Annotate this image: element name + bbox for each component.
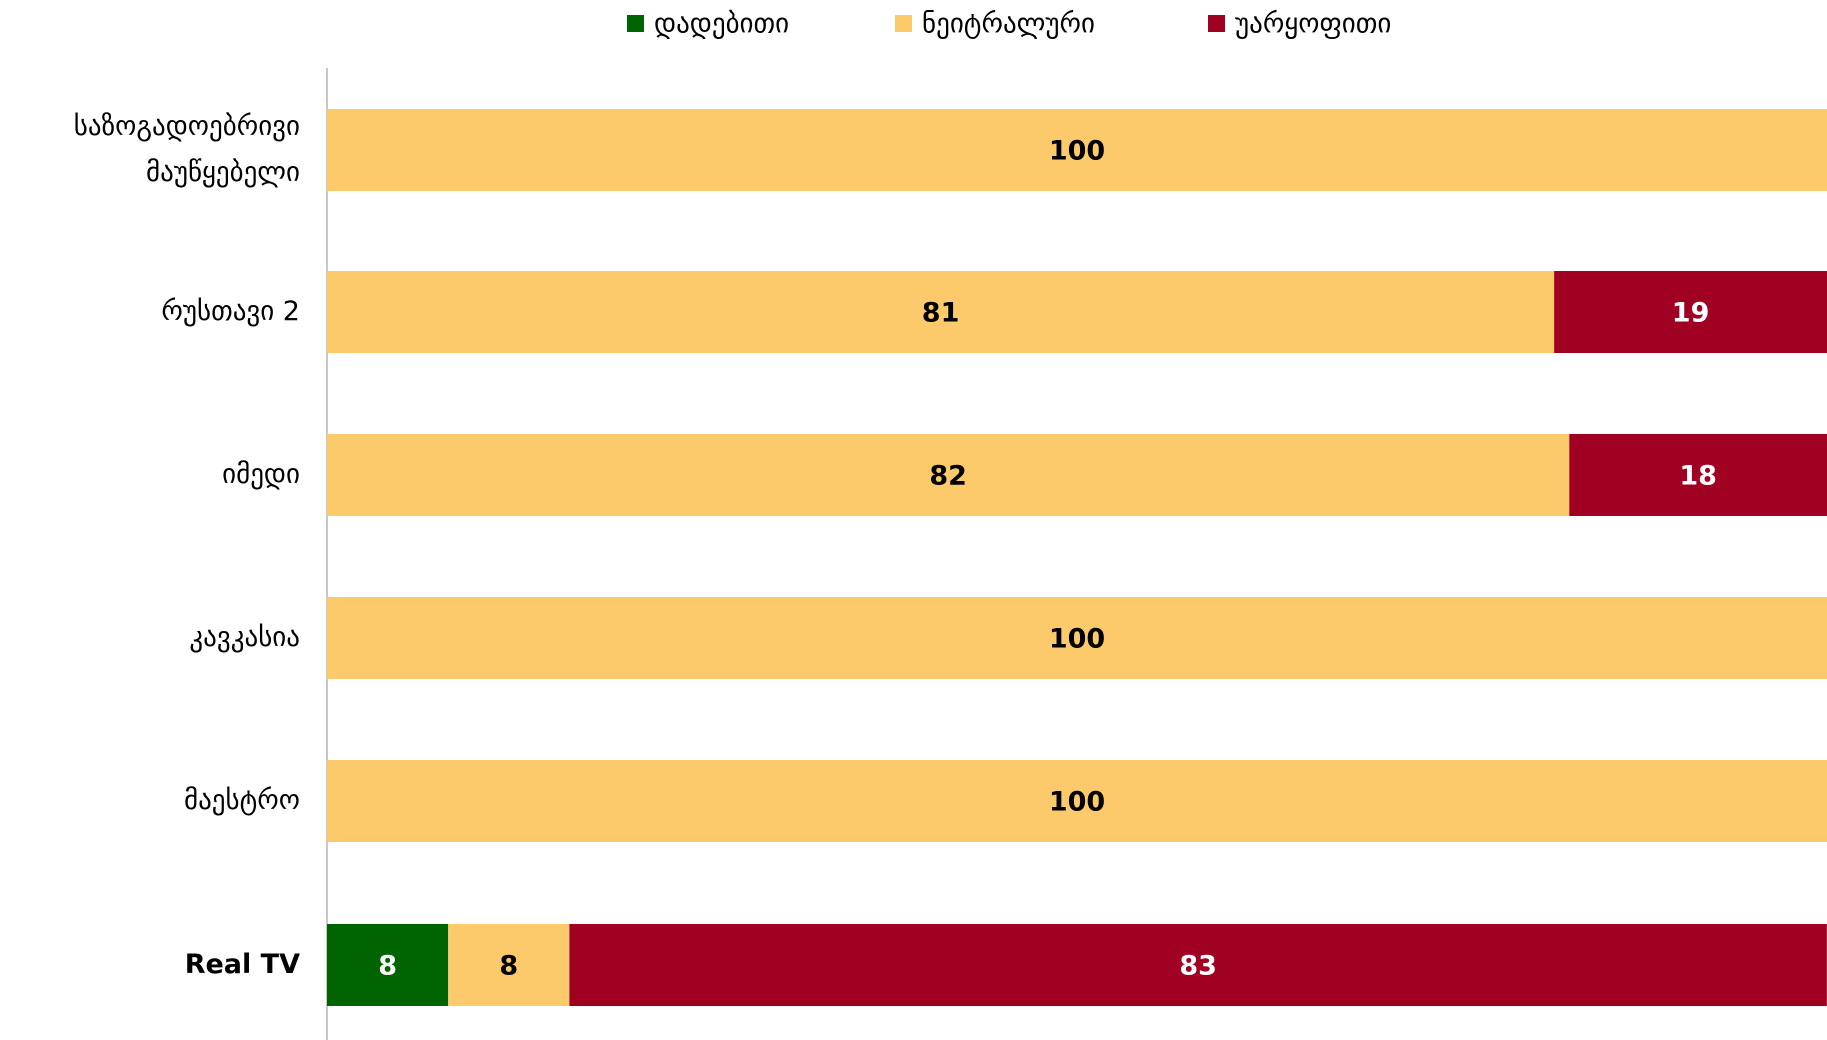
legend-swatch <box>895 15 912 32</box>
legend-label: უარყოფითი <box>1235 9 1391 40</box>
data-label: 100 <box>1049 787 1105 818</box>
legend-swatch <box>1208 15 1225 32</box>
bar-segment <box>1554 271 1827 353</box>
data-label: 82 <box>929 461 967 492</box>
bar-segment <box>327 434 1570 516</box>
bar-segment <box>569 924 1827 1006</box>
category-label: მაესტრო <box>183 785 300 816</box>
bar-segment <box>1569 434 1827 516</box>
data-label: 8 <box>499 951 518 982</box>
bar-segment <box>448 924 570 1006</box>
bar-segment <box>327 109 1827 191</box>
category-label: რუსთავი 2 <box>161 296 300 327</box>
category-label: საზოგადოებრივი მაუწყებელი <box>73 111 300 188</box>
category-label: Real TV <box>184 949 300 980</box>
category-label: კავკასია <box>189 622 300 653</box>
legend-swatch <box>627 15 644 32</box>
bar-segment <box>327 597 1827 679</box>
legend-label: ნეიტრალური <box>922 9 1095 40</box>
legend-label: დადებითი <box>654 9 789 40</box>
data-label: 100 <box>1049 624 1105 655</box>
category-label: იმედი <box>222 459 300 490</box>
bars <box>327 109 1827 1006</box>
data-label: 83 <box>1179 951 1217 982</box>
data-label: 8 <box>378 951 397 982</box>
data-label: 81 <box>922 298 960 329</box>
data-label: 18 <box>1679 461 1717 492</box>
bar-segment <box>327 271 1555 353</box>
data-label: 19 <box>1672 298 1710 329</box>
data-label: 100 <box>1049 136 1105 167</box>
bar-segment <box>327 760 1827 842</box>
bar-segment <box>327 924 449 1006</box>
